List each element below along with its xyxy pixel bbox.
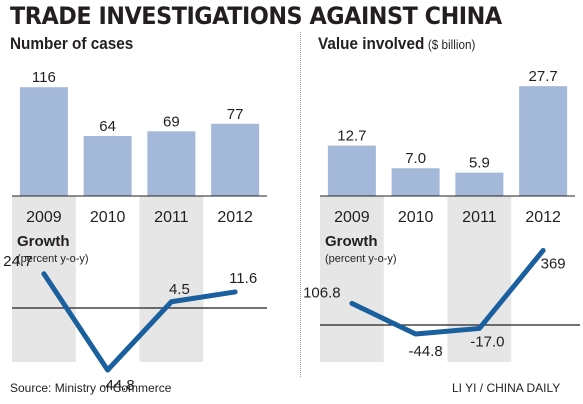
right-growth-title: Growth [325, 233, 378, 250]
left-bar-value-label: 69 [163, 113, 180, 130]
right-growth-line [349, 247, 546, 337]
left-shade-band [139, 196, 204, 362]
right-shade-band [320, 196, 384, 362]
right-growth-value-label: -17.0 [470, 333, 504, 350]
left-growth-subtitle: (percent y-o-y) [17, 253, 89, 265]
right-bar-2009 [327, 145, 376, 196]
left-growth-value-label: 4.5 [169, 281, 190, 298]
left-bar-value-label: 64 [99, 118, 116, 135]
left-bar-value-label: 77 [227, 106, 244, 123]
right-category-label-2010: 2010 [398, 209, 434, 226]
left-category-label-2011: 2011 [154, 209, 189, 226]
source-note: Source: Ministry of Commerce [10, 381, 172, 395]
left-growth-title: Growth [17, 233, 70, 250]
left-bar-2011 [147, 131, 196, 196]
left-growth-value-label: 11.6 [229, 270, 257, 287]
right-growth-value-label: 106.8 [303, 284, 341, 301]
left-shade-band [12, 196, 76, 362]
left-bar-value-label: 116 [32, 69, 56, 86]
left-bar-2010 [83, 135, 132, 196]
left-growth-value-label: -44.8 [101, 377, 135, 394]
left-category-label-2009: 2009 [26, 209, 62, 226]
right-shade-band [447, 196, 512, 362]
right-panel-unit: ($ billion) [427, 37, 476, 52]
right-growth-subtitle: (percent y-o-y) [325, 253, 397, 265]
right-growth-value-label: -44.8 [409, 343, 443, 360]
left-bar-2012 [211, 123, 260, 196]
right-panel-title: Value involved ($ billion) [318, 34, 475, 54]
left-category-label-2010: 2010 [90, 209, 126, 226]
page-title: TRADE INVESTIGATIONS AGAINST CHINA [10, 2, 502, 30]
left-growth-line [41, 271, 238, 373]
right-bar-2010 [391, 168, 440, 196]
right-category-label-2011: 2011 [462, 209, 497, 226]
right-bar-value-label: 27.7 [529, 68, 558, 85]
right-category-label-2012: 2012 [525, 209, 561, 226]
right-panel-title-text: Value involved [318, 34, 425, 53]
left-panel-title: Number of cases [10, 34, 134, 53]
left-growth-value-label: 24.7 [3, 253, 32, 270]
right-bar-value-label: 7.0 [405, 150, 426, 167]
left-bar-2009 [19, 87, 68, 196]
right-category-label-2009: 2009 [334, 209, 370, 226]
right-growth-value-label: 369 [541, 255, 566, 272]
right-bar-value-label: 12.7 [337, 128, 366, 145]
credit-note: LI YI / CHINA DAILY [452, 381, 561, 395]
left-category-label-2012: 2012 [217, 209, 253, 226]
right-bar-2011 [455, 172, 504, 196]
right-bar-2012 [519, 86, 568, 196]
right-bar-value-label: 5.9 [469, 155, 490, 172]
panel-divider [300, 32, 301, 377]
